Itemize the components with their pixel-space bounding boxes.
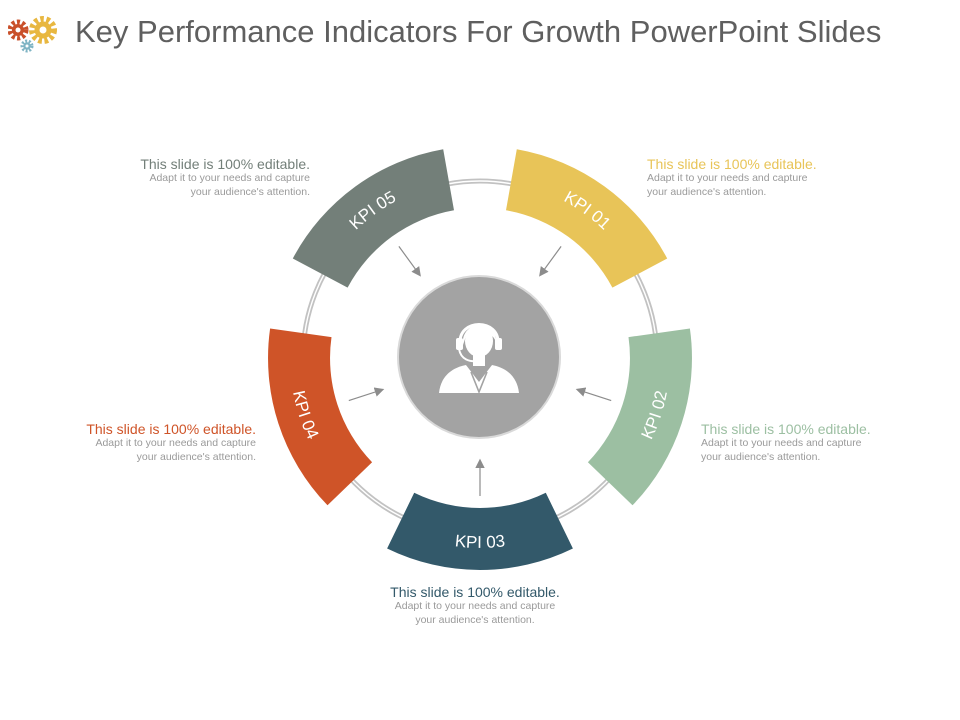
kpi-04-arrow (348, 387, 385, 402)
kpi-04-heading: This slide is 100% editable. (86, 421, 256, 437)
kpi-04-body-line2: your audience's attention. (136, 450, 256, 463)
kpi-05-arrow (398, 246, 421, 277)
gears-icon (8, 16, 57, 53)
kpi-01-arrow (539, 246, 562, 277)
kpi-03-textbox: This slide is 100% editable. Adapt it to… (375, 584, 575, 627)
kpi-05-body-line2: your audience's attention. (190, 185, 310, 198)
kpi-03-label: KPI 03 (454, 531, 506, 552)
kpi-04-body-line1: Adapt it to your needs and capture (95, 437, 256, 450)
support-agent-icon (439, 323, 519, 395)
kpi-01-textbox: This slide is 100% editable. Adapt it to… (647, 156, 847, 199)
kpi-05-heading: This slide is 100% editable. (140, 156, 310, 172)
kpi-05-textbox: This slide is 100% editable. Adapt it to… (110, 156, 310, 199)
kpi-05-body-line1: Adapt it to your needs and capture (149, 172, 310, 185)
kpi-02-textbox: This slide is 100% editable. Adapt it to… (701, 421, 901, 464)
kpi-03-segment[interactable] (387, 492, 573, 570)
kpi-01-heading: This slide is 100% editable. (647, 156, 817, 172)
kpi-04-segment[interactable] (268, 328, 373, 506)
kpi-02-body-line1: Adapt it to your needs and capture (701, 437, 862, 450)
kpi-03-body-line2: your audience's attention. (415, 613, 535, 626)
kpi-01-body-line1: Adapt it to your needs and capture (647, 172, 808, 185)
kpi-01-segment[interactable] (506, 149, 668, 288)
kpi-02-heading: This slide is 100% editable. (701, 421, 871, 437)
kpi-03-heading: This slide is 100% editable. (390, 584, 560, 600)
kpi-03-body-line1: Adapt it to your needs and capture (394, 600, 556, 613)
kpi-02-body-line2: your audience's attention. (701, 450, 821, 463)
kpi-02-arrow (575, 387, 612, 402)
kpi-04-textbox: This slide is 100% editable. Adapt it to… (56, 421, 256, 464)
kpi-02-segment[interactable] (587, 328, 692, 506)
kpi-01-body-line2: your audience's attention. (647, 185, 767, 198)
kpi-05-segment[interactable] (292, 149, 454, 288)
page-title: Key Performance Indicators For Growth Po… (75, 14, 882, 49)
